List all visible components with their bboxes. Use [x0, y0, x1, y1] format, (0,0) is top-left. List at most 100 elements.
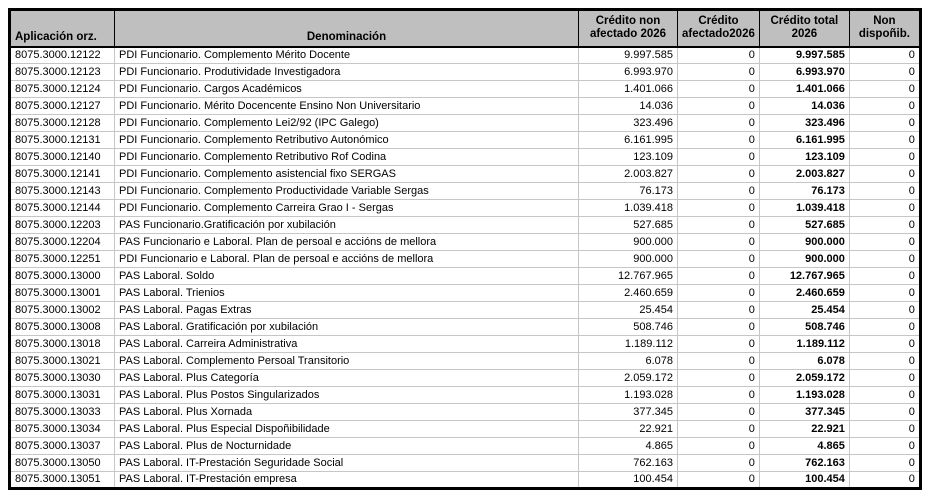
budget-table-container: Aplicación orz. Denominación Crédito non… — [8, 8, 922, 490]
cell-aplicacion-orz: 8075.3000.12204 — [9, 233, 115, 251]
cell-credito-afectado: 0 — [677, 131, 760, 149]
cell-denominacion: PDI Funcionario. Complemento Productivid… — [114, 182, 579, 200]
table-row: 8075.3000.13001 PAS Laboral. Trienios 2.… — [9, 284, 921, 302]
cell-credito-non-afectado: 2.003.827 — [578, 165, 678, 183]
cell-credito-total: 2.003.827 — [758, 165, 850, 183]
cell-denominacion: PDI Funcionario. Complemento Mérito Doce… — [114, 46, 579, 64]
cell-credito-afectado: 0 — [677, 386, 760, 404]
cell-denominacion: PDI Funcionario e Laboral. Plan de perso… — [114, 250, 579, 268]
cell-aplicacion-orz: 8075.3000.13033 — [9, 403, 115, 421]
cell-credito-non-afectado: 25.454 — [578, 301, 678, 319]
cell-aplicacion-orz: 8075.3000.12141 — [9, 165, 115, 183]
cell-credito-non-afectado: 76.173 — [578, 182, 678, 200]
cell-credito-afectado: 0 — [677, 335, 760, 353]
table-row: 8075.3000.12122 PDI Funcionario. Complem… — [9, 46, 921, 64]
cell-aplicacion-orz: 8075.3000.13030 — [9, 369, 115, 387]
cell-aplicacion-orz: 8075.3000.12131 — [9, 131, 115, 149]
cell-credito-total: 2.059.172 — [758, 369, 850, 387]
cell-aplicacion-orz: 8075.3000.12124 — [9, 80, 115, 98]
table-row: 8075.3000.13033 PAS Laboral. Plus Xornad… — [9, 403, 921, 421]
cell-credito-non-afectado: 1.401.066 — [578, 80, 678, 98]
cell-credito-afectado: 0 — [677, 63, 760, 81]
cell-aplicacion-orz: 8075.3000.13051 — [9, 471, 115, 489]
cell-credito-non-afectado: 527.685 — [578, 216, 678, 234]
cell-non-disponib: 0 — [848, 233, 921, 251]
cell-credito-total: 76.173 — [758, 182, 850, 200]
table-body: 8075.3000.12122 PDI Funcionario. Complem… — [9, 46, 921, 489]
cell-denominacion: PDI Funcionario. Complemento asistencial… — [114, 165, 579, 183]
cell-credito-non-afectado: 100.454 — [578, 471, 678, 489]
cell-non-disponib: 0 — [848, 471, 921, 489]
cell-non-disponib: 0 — [848, 352, 921, 370]
cell-credito-non-afectado: 508.746 — [578, 318, 678, 336]
table-header: Aplicación orz. Denominación Crédito non… — [9, 9, 921, 48]
cell-credito-non-afectado: 12.767.965 — [578, 267, 678, 285]
cell-credito-total: 100.454 — [758, 471, 850, 489]
table-row: 8075.3000.12127 PDI Funcionario. Mérito … — [9, 97, 921, 115]
cell-denominacion: PAS Laboral. Trienios — [114, 284, 579, 302]
table-row: 8075.3000.12143 PDI Funcionario. Complem… — [9, 182, 921, 200]
cell-credito-non-afectado: 6.078 — [578, 352, 678, 370]
cell-non-disponib: 0 — [848, 250, 921, 268]
cell-non-disponib: 0 — [848, 335, 921, 353]
table-row: 8075.3000.12144 PDI Funcionario. Complem… — [9, 199, 921, 217]
cell-credito-non-afectado: 2.059.172 — [578, 369, 678, 387]
cell-credito-total: 762.163 — [758, 454, 850, 472]
budget-table: Aplicación orz. Denominación Crédito non… — [8, 8, 922, 490]
table-row: 8075.3000.13034 PAS Laboral. Plus Especi… — [9, 420, 921, 438]
cell-credito-total: 377.345 — [758, 403, 850, 421]
cell-denominacion: PDI Funcionario. Complemento Retributivo… — [114, 131, 579, 149]
cell-credito-afectado: 0 — [677, 437, 760, 455]
cell-denominacion: PAS Laboral. Complemento Persoal Transit… — [114, 352, 579, 370]
cell-credito-total: 323.496 — [758, 114, 850, 132]
cell-credito-non-afectado: 323.496 — [578, 114, 678, 132]
cell-aplicacion-orz: 8075.3000.12140 — [9, 148, 115, 166]
cell-credito-total: 1.189.112 — [758, 335, 850, 353]
cell-aplicacion-orz: 8075.3000.12123 — [9, 63, 115, 81]
cell-credito-non-afectado: 377.345 — [578, 403, 678, 421]
cell-credito-non-afectado: 1.039.418 — [578, 199, 678, 217]
table-row: 8075.3000.12141 PDI Funcionario. Complem… — [9, 165, 921, 183]
cell-credito-non-afectado: 1.193.028 — [578, 386, 678, 404]
table-row: 8075.3000.13050 PAS Laboral. IT-Prestaci… — [9, 454, 921, 472]
cell-non-disponib: 0 — [848, 301, 921, 319]
cell-aplicacion-orz: 8075.3000.13037 — [9, 437, 115, 455]
cell-credito-total: 527.685 — [758, 216, 850, 234]
cell-non-disponib: 0 — [848, 46, 921, 64]
cell-non-disponib: 0 — [848, 454, 921, 472]
cell-credito-total: 4.865 — [758, 437, 850, 455]
cell-credito-afectado: 0 — [677, 80, 760, 98]
cell-credito-non-afectado: 900.000 — [578, 250, 678, 268]
cell-aplicacion-orz: 8075.3000.12203 — [9, 216, 115, 234]
cell-aplicacion-orz: 8075.3000.12143 — [9, 182, 115, 200]
cell-non-disponib: 0 — [848, 114, 921, 132]
cell-credito-total: 123.109 — [758, 148, 850, 166]
cell-credito-afectado: 0 — [677, 369, 760, 387]
cell-credito-non-afectado: 6.993.970 — [578, 63, 678, 81]
cell-denominacion: PDI Funcionario. Mérito Docencente Ensin… — [114, 97, 579, 115]
cell-denominacion: PDI Funcionario. Complemento Retributivo… — [114, 148, 579, 166]
cell-aplicacion-orz: 8075.3000.12128 — [9, 114, 115, 132]
cell-non-disponib: 0 — [848, 369, 921, 387]
cell-credito-non-afectado: 14.036 — [578, 97, 678, 115]
cell-denominacion: PDI Funcionario. Complemento Lei2/92 (IP… — [114, 114, 579, 132]
cell-denominacion: PDI Funcionario. Produtividade Investiga… — [114, 63, 579, 81]
table-row: 8075.3000.13030 PAS Laboral. Plus Catego… — [9, 369, 921, 387]
table-row: 8075.3000.12140 PDI Funcionario. Complem… — [9, 148, 921, 166]
cell-denominacion: PDI Funcionario. Cargos Académicos — [114, 80, 579, 98]
cell-non-disponib: 0 — [848, 216, 921, 234]
cell-credito-afectado: 0 — [677, 403, 760, 421]
cell-aplicacion-orz: 8075.3000.13001 — [9, 284, 115, 302]
cell-credito-afectado: 0 — [677, 182, 760, 200]
cell-credito-total: 1.193.028 — [758, 386, 850, 404]
cell-credito-total: 1.401.066 — [758, 80, 850, 98]
cell-credito-total: 25.454 — [758, 301, 850, 319]
cell-non-disponib: 0 — [848, 318, 921, 336]
cell-denominacion: PDI Funcionario. Complemento Carreira Gr… — [114, 199, 579, 217]
cell-non-disponib: 0 — [848, 80, 921, 98]
cell-aplicacion-orz: 8075.3000.13000 — [9, 267, 115, 285]
col-header-denominacion: Denominación — [114, 9, 579, 48]
cell-non-disponib: 0 — [848, 97, 921, 115]
cell-credito-afectado: 0 — [677, 216, 760, 234]
cell-credito-non-afectado: 22.921 — [578, 420, 678, 438]
